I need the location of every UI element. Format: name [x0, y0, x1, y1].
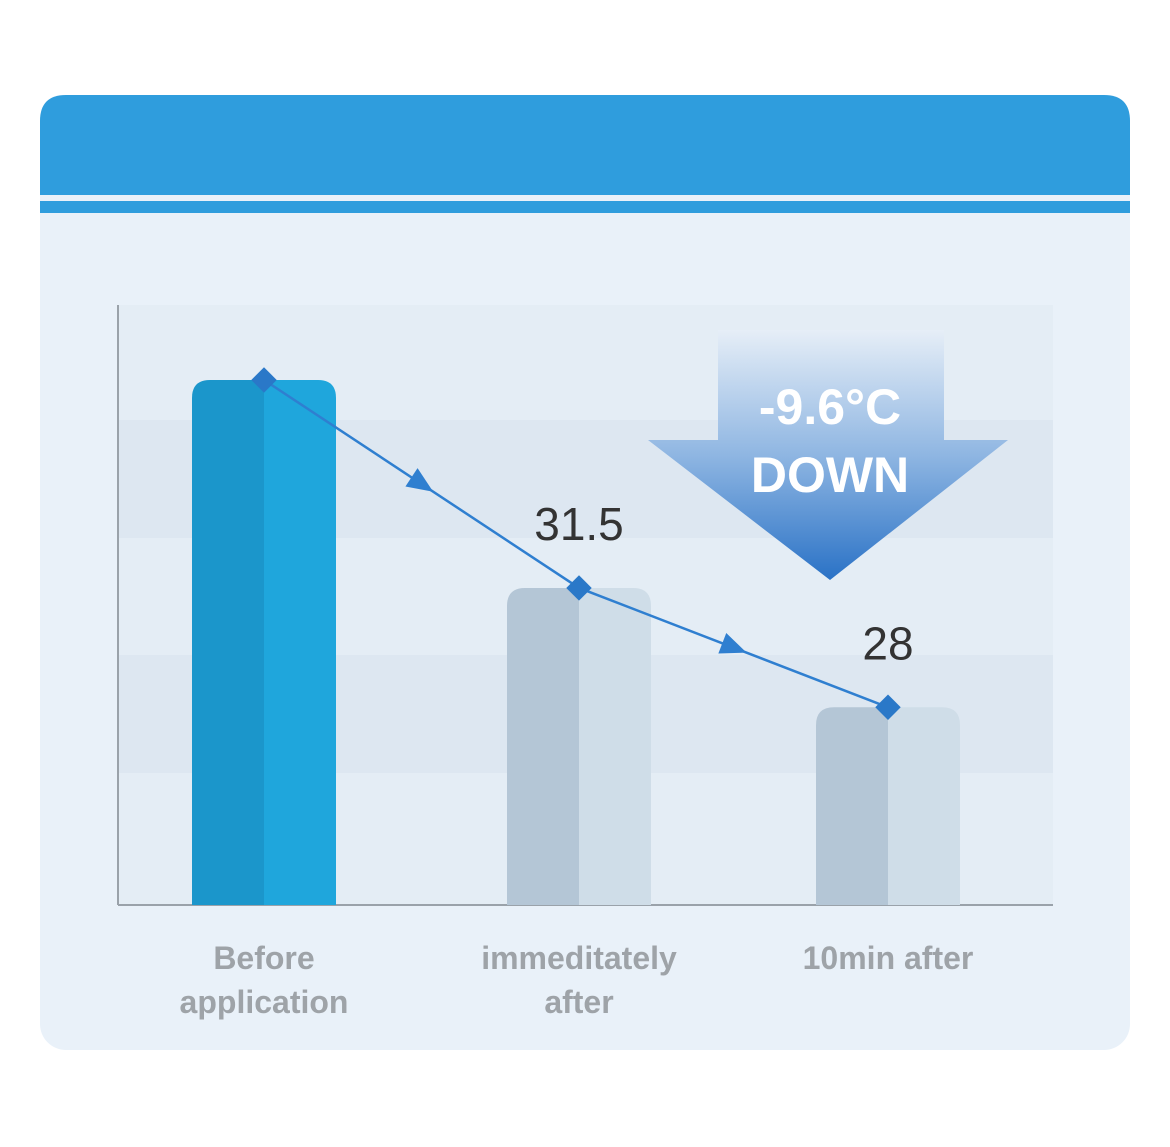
annotation-text: DOWN — [751, 447, 909, 503]
x-tick-label: Before application — [179, 940, 349, 1020]
line-arrowhead — [718, 633, 747, 654]
bar — [816, 707, 960, 905]
line-marker — [251, 367, 277, 393]
bar-shade — [192, 380, 264, 905]
bar — [192, 380, 336, 905]
arrow-shape — [648, 330, 1008, 580]
annotation-text: -9.6°C — [759, 379, 901, 435]
bar — [507, 587, 651, 905]
card-header — [40, 95, 1130, 195]
data-label: 31.5 — [534, 498, 624, 550]
bar-shade — [816, 707, 888, 905]
bar-shade — [507, 587, 579, 905]
x-tick-label: 10min after — [802, 940, 974, 976]
line-marker — [875, 694, 901, 721]
header-stripe — [40, 201, 1130, 213]
annotation-arrow: -9.6°C DOWN — [648, 330, 1008, 580]
line-arrowhead — [405, 468, 434, 492]
line-marker — [566, 575, 592, 601]
data-label: 28 — [862, 617, 913, 669]
x-tick-label: immeditately after — [481, 940, 677, 1020]
